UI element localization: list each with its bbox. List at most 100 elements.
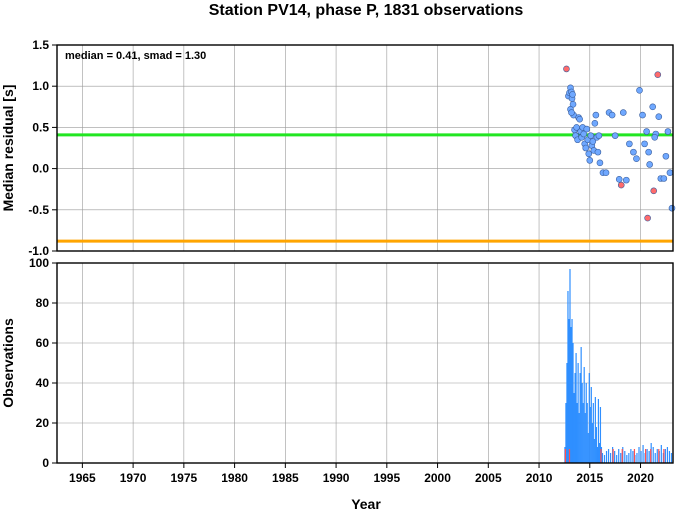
observation-bar bbox=[648, 451, 650, 463]
observations-y-axis-label: Observations bbox=[0, 318, 16, 408]
observation-bar bbox=[589, 407, 591, 463]
observations-y-tick-label: 0 bbox=[42, 456, 49, 470]
observation-bar bbox=[584, 413, 586, 463]
residual-point bbox=[649, 103, 657, 111]
observation-bar bbox=[594, 397, 596, 463]
residual-point bbox=[615, 176, 623, 183]
observation-bar bbox=[578, 413, 580, 463]
observation-bar bbox=[632, 451, 634, 463]
residual-y-tick-label: -1.0 bbox=[28, 244, 49, 258]
observation-bar bbox=[588, 373, 590, 463]
observation-bar bbox=[654, 453, 656, 463]
year-x-tick-label: 1975 bbox=[171, 471, 198, 485]
residual-y-tick-label: 0.0 bbox=[32, 162, 49, 176]
observation-bar bbox=[572, 343, 574, 463]
observation-bar bbox=[598, 443, 601, 463]
observation-bar bbox=[609, 453, 612, 463]
chart-title: Station PV14, phase P, 1831 observations bbox=[209, 2, 524, 19]
observation-bar bbox=[576, 403, 578, 463]
residual-point bbox=[617, 181, 625, 189]
residual-point bbox=[591, 119, 599, 127]
residual-point bbox=[630, 148, 637, 156]
residual-point bbox=[585, 150, 593, 158]
residual-point bbox=[666, 169, 674, 177]
year-x-tick-label: 2015 bbox=[576, 471, 603, 485]
residual-point bbox=[664, 128, 672, 135]
residual-point bbox=[619, 109, 627, 116]
observation-bar bbox=[579, 373, 581, 463]
observation-bar bbox=[618, 449, 620, 463]
residual-point bbox=[623, 176, 630, 184]
residual-point bbox=[643, 128, 650, 135]
observation-bar bbox=[596, 447, 598, 463]
observation-bar bbox=[587, 433, 589, 463]
year-x-tick-label: 2010 bbox=[526, 471, 553, 485]
observation-bar bbox=[616, 455, 618, 463]
observations-y-tick-label: 100 bbox=[29, 256, 49, 270]
residual-point bbox=[660, 175, 668, 182]
observation-bar bbox=[601, 453, 604, 463]
residual-y-axis-label: Median residual [s] bbox=[0, 85, 16, 212]
residual-point bbox=[636, 87, 643, 94]
observation-bar bbox=[599, 407, 602, 463]
residual-point bbox=[626, 140, 633, 148]
observation-bar bbox=[595, 427, 597, 463]
observation-bar bbox=[583, 367, 585, 463]
residual-point bbox=[668, 204, 676, 212]
observation-bar bbox=[582, 403, 584, 463]
residual-point bbox=[594, 148, 602, 156]
observation-bar bbox=[575, 353, 577, 463]
observation-bar bbox=[660, 445, 662, 463]
residual-point bbox=[654, 71, 662, 78]
observation-bar bbox=[585, 383, 587, 463]
year-x-tick-label: 2005 bbox=[475, 471, 502, 485]
year-x-tick-label: 1990 bbox=[323, 471, 350, 485]
observation-bar bbox=[638, 447, 640, 463]
observation-bar bbox=[568, 319, 570, 463]
residual-point bbox=[586, 157, 594, 164]
residual-point bbox=[592, 111, 600, 119]
residual-point bbox=[569, 91, 576, 98]
residual-point bbox=[650, 187, 658, 195]
observation-bar bbox=[642, 445, 644, 463]
observation-bar bbox=[597, 399, 600, 463]
residual-point bbox=[655, 113, 663, 120]
residual-point bbox=[651, 133, 659, 141]
residual-point bbox=[662, 152, 670, 160]
observation-bar bbox=[652, 447, 654, 463]
observation-bar bbox=[586, 403, 588, 463]
observation-bar bbox=[628, 453, 630, 463]
observation-bar bbox=[565, 403, 567, 463]
observation-bar bbox=[573, 393, 575, 463]
observation-bar bbox=[624, 451, 626, 463]
observation-bar-red bbox=[663, 449, 665, 463]
observations-y-tick-label: 20 bbox=[36, 416, 50, 430]
observation-bar bbox=[569, 269, 571, 463]
observations-y-tick-label: 80 bbox=[36, 296, 50, 310]
residual-y-tick-label: 1.0 bbox=[32, 79, 49, 93]
residual-point bbox=[582, 144, 590, 152]
residual-grid bbox=[57, 44, 673, 252]
residual-point bbox=[646, 161, 653, 168]
observation-bar bbox=[574, 373, 576, 463]
observation-bar bbox=[605, 451, 608, 463]
residual-point bbox=[611, 132, 619, 139]
observation-bar-red bbox=[658, 449, 660, 463]
residual-y-tick-label: -0.5 bbox=[28, 203, 49, 217]
observation-bar bbox=[670, 453, 673, 463]
observation-bar bbox=[593, 439, 595, 463]
observation-bars bbox=[564, 269, 673, 463]
residual-points bbox=[563, 65, 676, 222]
observation-bar-red bbox=[644, 449, 647, 463]
observation-bar-red bbox=[621, 449, 623, 463]
observation-bar-red bbox=[564, 449, 567, 463]
observation-bar bbox=[636, 453, 638, 463]
observation-bar bbox=[666, 447, 669, 463]
observation-bar bbox=[566, 363, 568, 463]
year-x-tick-label: 2000 bbox=[424, 471, 451, 485]
residual-frame bbox=[56, 44, 674, 252]
observation-bar bbox=[646, 449, 648, 463]
observation-bar-red bbox=[600, 449, 602, 463]
residual-point bbox=[641, 140, 648, 148]
residual-point bbox=[633, 155, 640, 163]
